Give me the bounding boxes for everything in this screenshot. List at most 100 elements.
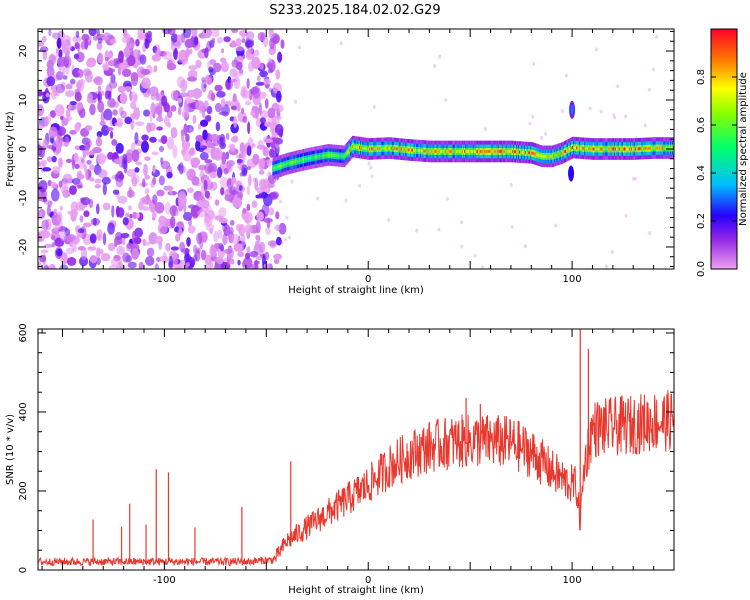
noise-speckle	[187, 76, 198, 82]
noise-speckle	[122, 252, 131, 263]
noise-speckle	[174, 264, 182, 269]
colorbar-swatch	[711, 213, 737, 216]
noise-speckle	[129, 213, 133, 219]
noise-speckle	[263, 263, 271, 269]
signal-trace-segment	[411, 148, 413, 152]
signal-trace-segment	[529, 151, 531, 155]
noise-speckle	[188, 147, 196, 156]
noise-speckle	[38, 211, 43, 218]
noise-speckle	[268, 207, 275, 216]
noise-speckle	[246, 78, 250, 89]
noise-speckle	[204, 190, 210, 199]
signal-trace-segment	[273, 166, 276, 170]
signal-trace-segment	[303, 158, 305, 162]
colorbar-swatch	[711, 119, 737, 122]
signal-trace-segment	[373, 147, 375, 151]
colorbar-swatch	[711, 85, 737, 88]
noise-speckle	[560, 109, 564, 114]
noise-speckle	[187, 225, 196, 234]
noise-speckle	[437, 227, 441, 232]
signal-trace-segment	[608, 147, 611, 151]
signal-trace-segment	[550, 154, 553, 158]
noise-speckle	[85, 59, 95, 68]
noise-speckle	[177, 106, 182, 116]
x-tick-label: 100	[563, 274, 582, 285]
noise-speckle	[195, 140, 201, 152]
noise-speckle	[88, 29, 97, 37]
noise-speckle	[204, 47, 209, 59]
noise-speckle	[287, 235, 291, 240]
signal-trace-segment	[579, 146, 581, 150]
signal-trace-segment	[543, 154, 546, 158]
noise-speckle	[531, 114, 535, 119]
signal-trace-segment	[320, 154, 322, 158]
colorbar-swatch	[711, 75, 737, 78]
noise-speckle	[244, 224, 253, 235]
noise-speckle	[190, 157, 201, 167]
noise-speckle	[121, 68, 132, 77]
signal-trace-segment	[313, 156, 315, 160]
signal-trace-segment	[553, 154, 556, 158]
noise-speckle	[49, 110, 57, 118]
signal-trace-segment	[483, 149, 486, 153]
noise-speckle	[213, 264, 222, 269]
noise-speckle	[241, 90, 251, 99]
signal-trace-segment	[568, 148, 570, 152]
signal-trace-segment	[549, 154, 552, 158]
colorbar-swatch	[711, 141, 737, 144]
signal-trace-segment	[287, 161, 290, 165]
noise-speckle	[231, 40, 236, 48]
signal-trace-segment	[433, 149, 436, 153]
signal-trace-segment	[575, 146, 577, 150]
noise-speckle	[274, 224, 281, 232]
signal-trace-segment	[438, 149, 441, 153]
signal-trace-segment	[284, 162, 287, 166]
signal-trace-segment	[387, 146, 390, 150]
noise-speckle	[58, 157, 63, 168]
signal-trace-segment	[534, 152, 536, 156]
signal-trace-segment	[399, 147, 402, 151]
signal-trace-segment	[469, 149, 471, 153]
signal-trace-segment	[277, 165, 280, 169]
noise-speckle	[154, 105, 163, 115]
colorbar-swatch	[711, 63, 737, 66]
signal-trace-segment	[577, 146, 579, 150]
signal-trace-segment	[341, 154, 344, 158]
signal-trace-segment	[279, 164, 282, 168]
spectrogram-image	[38, 29, 674, 269]
noise-speckle	[113, 158, 121, 165]
noise-speckle	[144, 255, 155, 267]
noise-speckle	[199, 151, 209, 161]
noise-speckle	[218, 217, 228, 224]
signal-trace-segment	[609, 147, 612, 151]
colorbar-swatch	[711, 71, 737, 74]
noise-speckle	[41, 219, 49, 231]
signal-trace-segment	[540, 154, 543, 158]
noise-speckle	[149, 109, 153, 123]
signal-trace-segment	[477, 149, 479, 153]
colorbar-swatch	[711, 177, 737, 180]
signal-trace-segment	[434, 149, 437, 153]
signal-trace-segment	[415, 148, 417, 152]
noise-speckle	[205, 214, 211, 224]
signal-trace-segment	[377, 147, 380, 151]
noise-speckle	[229, 78, 237, 83]
noise-speckle	[47, 113, 52, 123]
noise-speckle	[46, 204, 51, 217]
snr-plot: -100 0 100 0 200 400 600 Height of straight lin…	[5, 323, 675, 596]
noise-speckle	[177, 194, 187, 207]
colorbar-swatch	[711, 127, 737, 130]
noise-speckle	[213, 147, 223, 161]
colorbar-swatch	[711, 143, 737, 146]
noise-speckle	[191, 29, 198, 38]
noise-speckle	[226, 132, 230, 140]
signal-trace-segment	[350, 146, 353, 150]
signal-trace-segment	[283, 163, 286, 167]
signal-trace-segment	[528, 151, 530, 155]
y-tick-label: 10	[18, 94, 29, 107]
noise-speckle	[219, 136, 224, 143]
signal-trace-segment	[615, 147, 618, 151]
colorbar-swatch	[711, 249, 737, 252]
noise-speckle	[258, 102, 262, 115]
noise-speckle	[616, 84, 620, 89]
